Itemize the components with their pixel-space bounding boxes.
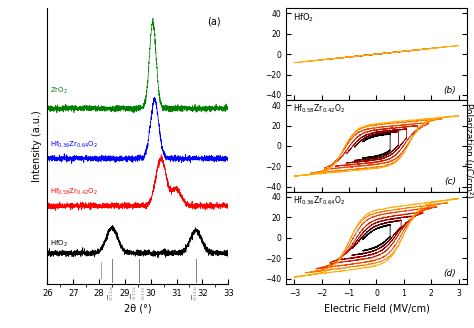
Text: $(\overline{1}11)_o$
$(011)_t$: $(\overline{1}11)_o$ $(011)_t$	[130, 284, 148, 300]
Text: (d): (d)	[443, 269, 456, 278]
Text: (b): (b)	[443, 86, 456, 94]
Text: (c): (c)	[444, 177, 456, 186]
Text: HfO$_2$: HfO$_2$	[293, 11, 314, 24]
Text: Hf$_{0.36}$Zr$_{0.64}$O$_2$: Hf$_{0.36}$Zr$_{0.64}$O$_2$	[50, 140, 98, 150]
Text: (a): (a)	[207, 16, 221, 27]
Text: Polarization (μC/cm²): Polarization (μC/cm²)	[464, 103, 473, 198]
Y-axis label: Intensity (a.u.): Intensity (a.u.)	[32, 110, 42, 182]
Text: Hf$_{0.36}$Zr$_{0.64}$O$_2$: Hf$_{0.36}$Zr$_{0.64}$O$_2$	[293, 195, 346, 207]
X-axis label: Electric Field (MV/cm): Electric Field (MV/cm)	[324, 303, 429, 313]
Text: Hf$_{0.58}$Zr$_{0.42}$O$_2$: Hf$_{0.58}$Zr$_{0.42}$O$_2$	[293, 103, 346, 115]
Text: HfO$_2$: HfO$_2$	[50, 238, 68, 249]
Text: Hf$_{0.58}$Zr$_{0.42}$O$_2$: Hf$_{0.58}$Zr$_{0.42}$O$_2$	[50, 187, 98, 197]
Text: $(\overline{1}11)_m$: $(\overline{1}11)_m$	[191, 284, 201, 301]
X-axis label: 2θ (°): 2θ (°)	[124, 303, 152, 313]
Text: ZrO$_2$: ZrO$_2$	[50, 86, 68, 96]
Text: $(\overline{1}11)_m$: $(\overline{1}11)_m$	[108, 284, 116, 301]
